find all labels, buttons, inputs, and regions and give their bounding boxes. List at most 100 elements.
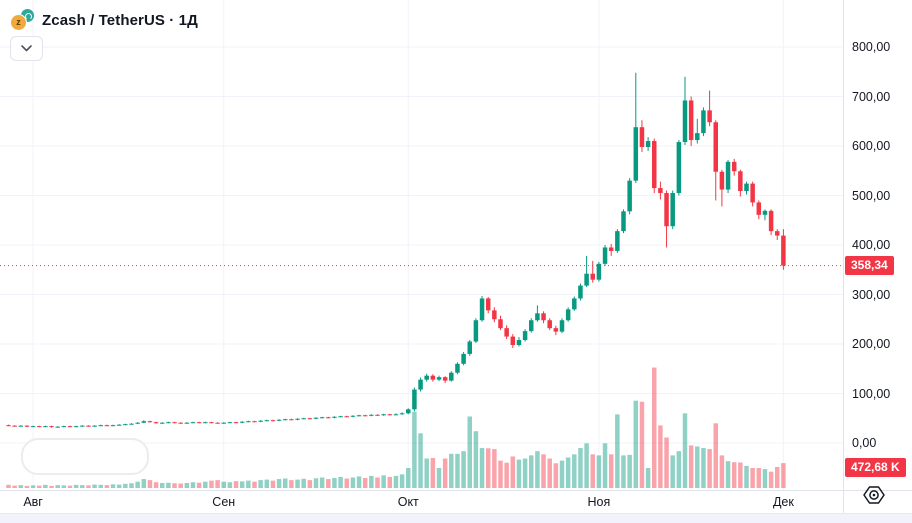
volume-bar (775, 466, 780, 488)
candle-body (98, 425, 103, 427)
candle-body (412, 389, 417, 410)
volume-bar (682, 413, 688, 488)
volume-bar (332, 478, 337, 488)
volume-bar (768, 471, 774, 488)
candle-body (141, 421, 147, 423)
volume-bar (147, 480, 153, 488)
candle-body (645, 141, 651, 147)
volume-bar (350, 477, 356, 488)
volume-bar (719, 455, 725, 488)
volume-bar (283, 478, 288, 488)
volume-bar (529, 455, 534, 488)
candle-body (596, 263, 602, 280)
candle-body (436, 377, 442, 380)
volume-bar (762, 469, 768, 488)
candle-body (80, 425, 85, 427)
volume-bar (510, 456, 516, 488)
candle-body (461, 353, 466, 364)
candle-body (307, 418, 313, 420)
candle-body (664, 193, 669, 227)
volume-bar (725, 461, 731, 488)
candle-body (682, 100, 688, 143)
volume-bar (707, 449, 712, 488)
candle-body (652, 141, 657, 189)
symbol-title[interactable]: Zcash / TetherUS · 1Д (42, 11, 198, 29)
volume-bar (362, 478, 368, 488)
candle-body (190, 422, 196, 424)
candle-body (701, 110, 706, 134)
volume-bar (338, 476, 343, 488)
candle-body (399, 413, 405, 415)
candle-body (467, 341, 472, 354)
volume-bar (387, 476, 393, 488)
volume-bar (98, 484, 103, 488)
candle-body (719, 171, 725, 190)
candle-body (559, 320, 565, 332)
candle-body (762, 210, 768, 215)
volume-bar (24, 485, 30, 488)
candle-body (406, 409, 411, 414)
volume-bar (196, 482, 202, 488)
candle-body (24, 425, 30, 427)
candle-body (731, 161, 737, 172)
time-axis[interactable]: Авг Сен Окт Ноя Дек (0, 491, 843, 513)
candle-body (713, 122, 718, 172)
volume-bar (289, 480, 294, 488)
candle-body (73, 426, 79, 428)
volume-bar (221, 481, 226, 488)
volume-bar (473, 431, 479, 488)
candle-body (252, 421, 257, 423)
candle-body (246, 421, 251, 423)
candle-body (430, 375, 436, 380)
candle-body (393, 414, 399, 416)
candle-body (37, 426, 42, 428)
candle-body (781, 235, 786, 266)
price-chart[interactable] (0, 0, 843, 490)
volume-bar (344, 478, 349, 488)
volume-bar (504, 462, 509, 488)
volume-bar (227, 482, 233, 488)
candle-body (227, 422, 233, 424)
symbol-header[interactable]: z Zcash / TetherUS · 1Д (10, 8, 198, 32)
volume-bar (37, 485, 42, 488)
volume-bar (246, 480, 251, 488)
volume-bar (621, 455, 626, 488)
candle-body (442, 377, 448, 381)
price-tick-label: 400,00 (852, 238, 891, 252)
volume-bar (80, 485, 85, 488)
candle-body (215, 422, 220, 424)
volume-bar (516, 459, 522, 488)
empty-pill-overlay (21, 438, 149, 475)
volume-bar (688, 445, 694, 488)
volume-bar (160, 483, 165, 488)
volume-bar (781, 463, 786, 488)
candle-body (92, 425, 97, 427)
volume-bar (652, 367, 657, 488)
candle-body (455, 363, 460, 373)
volume-bar (713, 423, 718, 488)
candle-body (565, 309, 571, 321)
candle-body (350, 415, 356, 417)
candle-body (258, 420, 263, 422)
volume-bar (215, 480, 220, 488)
hexagon-eye-button[interactable] (862, 484, 886, 506)
time-axis-separator (0, 490, 912, 491)
candle-body (184, 422, 190, 424)
candle-body (658, 188, 663, 194)
candle-body (547, 320, 552, 329)
candle-body (602, 247, 608, 264)
pair-coins-icon: z (10, 9, 34, 31)
candle-body (160, 422, 165, 424)
volume-bar (369, 475, 374, 488)
volume-bar (6, 484, 11, 488)
candle-body (449, 372, 454, 381)
candle-body (196, 422, 202, 424)
price-axis[interactable]: 800,00 700,00 600,00 500,00 400,00 300,00 200,… (844, 0, 912, 490)
interval-dropdown-button[interactable] (10, 36, 43, 61)
chart-area[interactable] (0, 0, 843, 490)
volume-bar (479, 448, 485, 488)
volume-bar (756, 468, 762, 488)
candle-body (283, 419, 288, 421)
candle-body (147, 421, 153, 423)
candle-body (18, 425, 24, 427)
